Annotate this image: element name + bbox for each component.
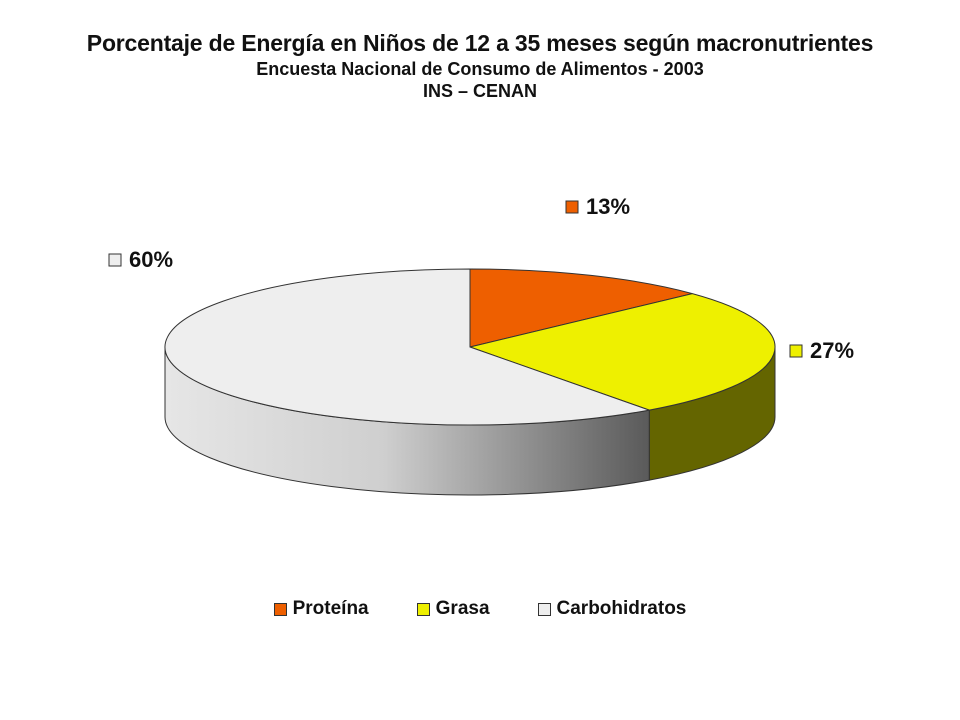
data-label-2: 60% xyxy=(129,247,173,272)
pie-slice-2 xyxy=(164,268,652,426)
legend-label: Proteína xyxy=(292,598,369,619)
legend-item-carbohidratos: Carbohidratos xyxy=(537,598,687,620)
data-label-swatch-0 xyxy=(565,200,579,214)
chart-source: INS – CENAN xyxy=(422,81,538,101)
pie-slice-1 xyxy=(468,293,776,411)
data-label-1: 27% xyxy=(810,338,854,363)
chart-title: Porcentaje de Energía en Niños de 12 a 3… xyxy=(86,30,874,56)
data-label-0: 13% xyxy=(586,194,630,219)
chart-subtitle: Encuesta Nacional de Consumo de Alimento… xyxy=(256,59,704,79)
legend-swatch xyxy=(273,602,287,616)
legend-label: Carbohidratos xyxy=(556,598,687,619)
data-label-swatch-2 xyxy=(108,253,122,267)
chart-titles: Porcentaje de Energía en Niños de 12 a 3… xyxy=(0,28,960,102)
data-label-swatch-1 xyxy=(789,344,803,358)
legend-item-proteina: Proteína xyxy=(273,598,369,620)
legend-label: Grasa xyxy=(435,598,490,619)
chart-legend: Proteína Grasa Carbohidratos xyxy=(0,598,960,620)
legend-swatch xyxy=(537,602,551,616)
legend-swatch xyxy=(416,602,430,616)
legend-item-grasa: Grasa xyxy=(416,598,490,620)
pie-slice-0 xyxy=(469,268,693,348)
